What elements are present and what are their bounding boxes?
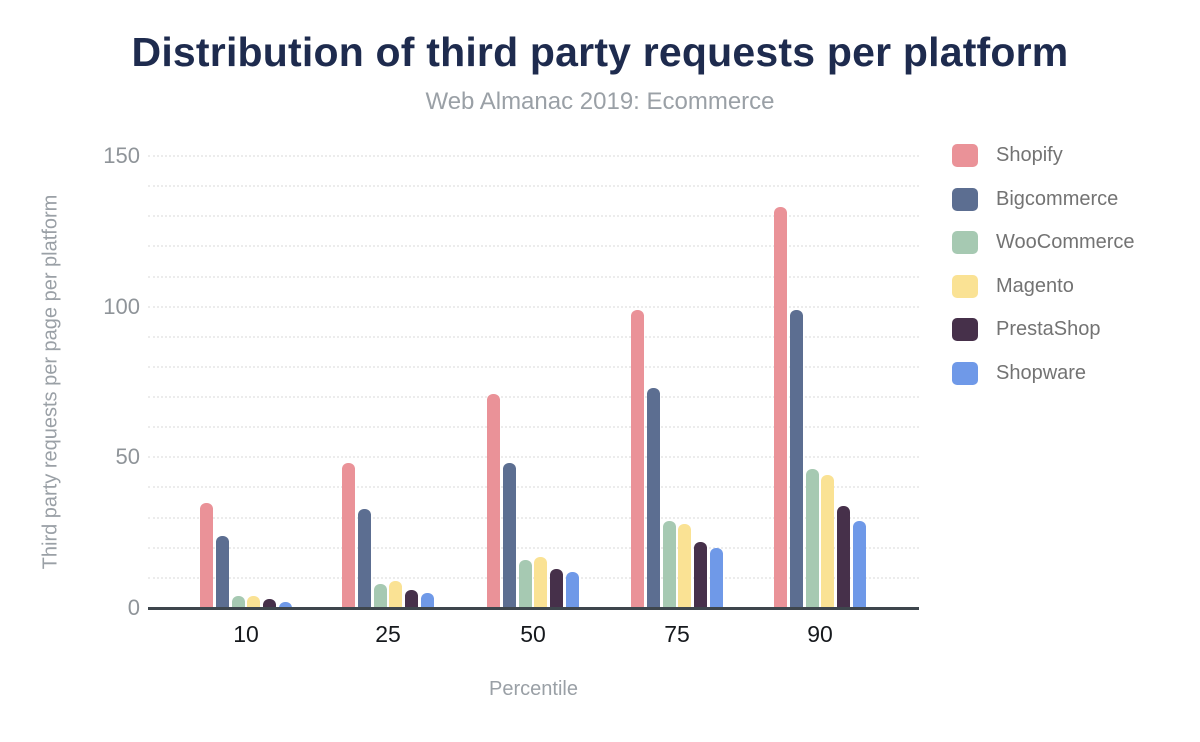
bar-prestashop-p10[interactable]: [263, 599, 277, 608]
legend-item-woocommerce[interactable]: WooCommerce: [952, 231, 1135, 254]
bar-shopify-p10[interactable]: [200, 503, 213, 608]
legend-label-shopify: Shopify: [996, 144, 1063, 166]
gridline-150: [148, 155, 919, 157]
legend-item-shopify[interactable]: Shopify: [952, 144, 1135, 167]
gridline-100: [148, 305, 919, 308]
legend-label-prestashop: PrestaShop: [996, 318, 1101, 340]
bar-shopify-p75[interactable]: [631, 310, 644, 608]
legend-swatch-prestashop: [952, 318, 978, 341]
legend-label-magento: Magento: [996, 274, 1074, 297]
gridline-80: [148, 365, 919, 368]
bar-woocommerce-p10[interactable]: [231, 596, 245, 608]
gridline-40: [148, 486, 919, 489]
chart-subtitle: Web Almanac 2019: Ecommerce: [425, 88, 775, 115]
bar-prestashop-p75[interactable]: [694, 542, 708, 608]
gridline-30: [148, 516, 919, 519]
x-tick-label-75: 75: [664, 621, 690, 647]
legend-label-woocommerce: WooCommerce: [996, 231, 1135, 253]
legend-item-bigcommerce[interactable]: Bigcommerce: [952, 187, 1135, 211]
chart-title: Distribution of third party requests per…: [131, 29, 1069, 75]
x-tick-label-25: 25: [375, 621, 401, 647]
legend-label-shopware: Shopware: [996, 361, 1087, 384]
bar-woocommerce-p50[interactable]: [518, 560, 532, 608]
bar-magento-p10[interactable]: [247, 596, 261, 608]
bar-magento-p90[interactable]: [821, 475, 835, 608]
bar-prestashop-p50[interactable]: [550, 569, 564, 608]
legend-item-magento[interactable]: Magento: [952, 274, 1135, 298]
gridline-130: [148, 215, 919, 218]
gridline-90: [148, 335, 919, 338]
gridline-60: [148, 426, 919, 429]
bar-magento-p75[interactable]: [678, 524, 692, 608]
y-axis-title: Third party requests per page per platfo…: [39, 194, 62, 570]
bar-bigcommerce-p75[interactable]: [646, 388, 660, 608]
legend-item-shopware[interactable]: Shopware: [952, 361, 1135, 385]
y-tick-label-0: 0: [127, 595, 140, 620]
x-tick-label-90: 90: [807, 621, 833, 647]
bar-bigcommerce-p50[interactable]: [502, 463, 516, 608]
bar-bigcommerce-p90[interactable]: [789, 310, 803, 608]
x-axis-title: Percentile: [489, 678, 578, 700]
bar-prestashop-p25[interactable]: [405, 590, 419, 608]
x-axis-line: [148, 607, 919, 610]
legend-swatch-shopify: [952, 144, 978, 167]
gridline-120: [148, 245, 919, 248]
bar-shopware-p90[interactable]: [853, 521, 866, 608]
bar-shopware-p10[interactable]: [279, 602, 292, 608]
bar-woocommerce-p90[interactable]: [805, 469, 819, 608]
gridline-10: [148, 576, 919, 579]
bar-bigcommerce-p10[interactable]: [215, 536, 229, 608]
gridline-70: [148, 396, 919, 399]
bar-magento-p50[interactable]: [534, 557, 548, 608]
gridline-140: [148, 185, 919, 188]
y-tick-label-50: 50: [115, 444, 140, 470]
bar-woocommerce-p25[interactable]: [373, 584, 387, 608]
x-tick-label-50: 50: [520, 621, 546, 647]
legend-swatch-magento: [952, 274, 978, 298]
gridline-110: [148, 275, 919, 278]
legend-swatch-woocommerce: [952, 231, 978, 254]
legend-label-bigcommerce: Bigcommerce: [996, 187, 1119, 210]
bar-magento-p25[interactable]: [389, 581, 403, 608]
gridline-20: [148, 546, 919, 549]
bar-shopware-p25[interactable]: [421, 593, 434, 608]
gridline-50: [148, 456, 919, 459]
bar-shopify-p90[interactable]: [774, 207, 787, 608]
x-tick-label-10: 10: [233, 621, 259, 647]
y-tick-label-150: 150: [103, 143, 140, 168]
legend: Shopify Bigcommerce WooCommerce Magento Pres…: [952, 144, 1135, 405]
bar-shopware-p50[interactable]: [566, 572, 579, 608]
y-tick-label-100: 100: [103, 293, 140, 319]
legend-swatch-bigcommerce: [952, 187, 978, 211]
bar-shopware-p75[interactable]: [710, 548, 723, 608]
bar-shopify-p25[interactable]: [342, 463, 355, 608]
bar-woocommerce-p75[interactable]: [662, 521, 676, 608]
legend-swatch-shopware: [952, 361, 978, 385]
bar-prestashop-p90[interactable]: [837, 506, 851, 608]
bar-bigcommerce-p25[interactable]: [357, 509, 371, 608]
bar-shopify-p50[interactable]: [487, 394, 500, 608]
legend-item-prestashop[interactable]: PrestaShop: [952, 318, 1135, 341]
